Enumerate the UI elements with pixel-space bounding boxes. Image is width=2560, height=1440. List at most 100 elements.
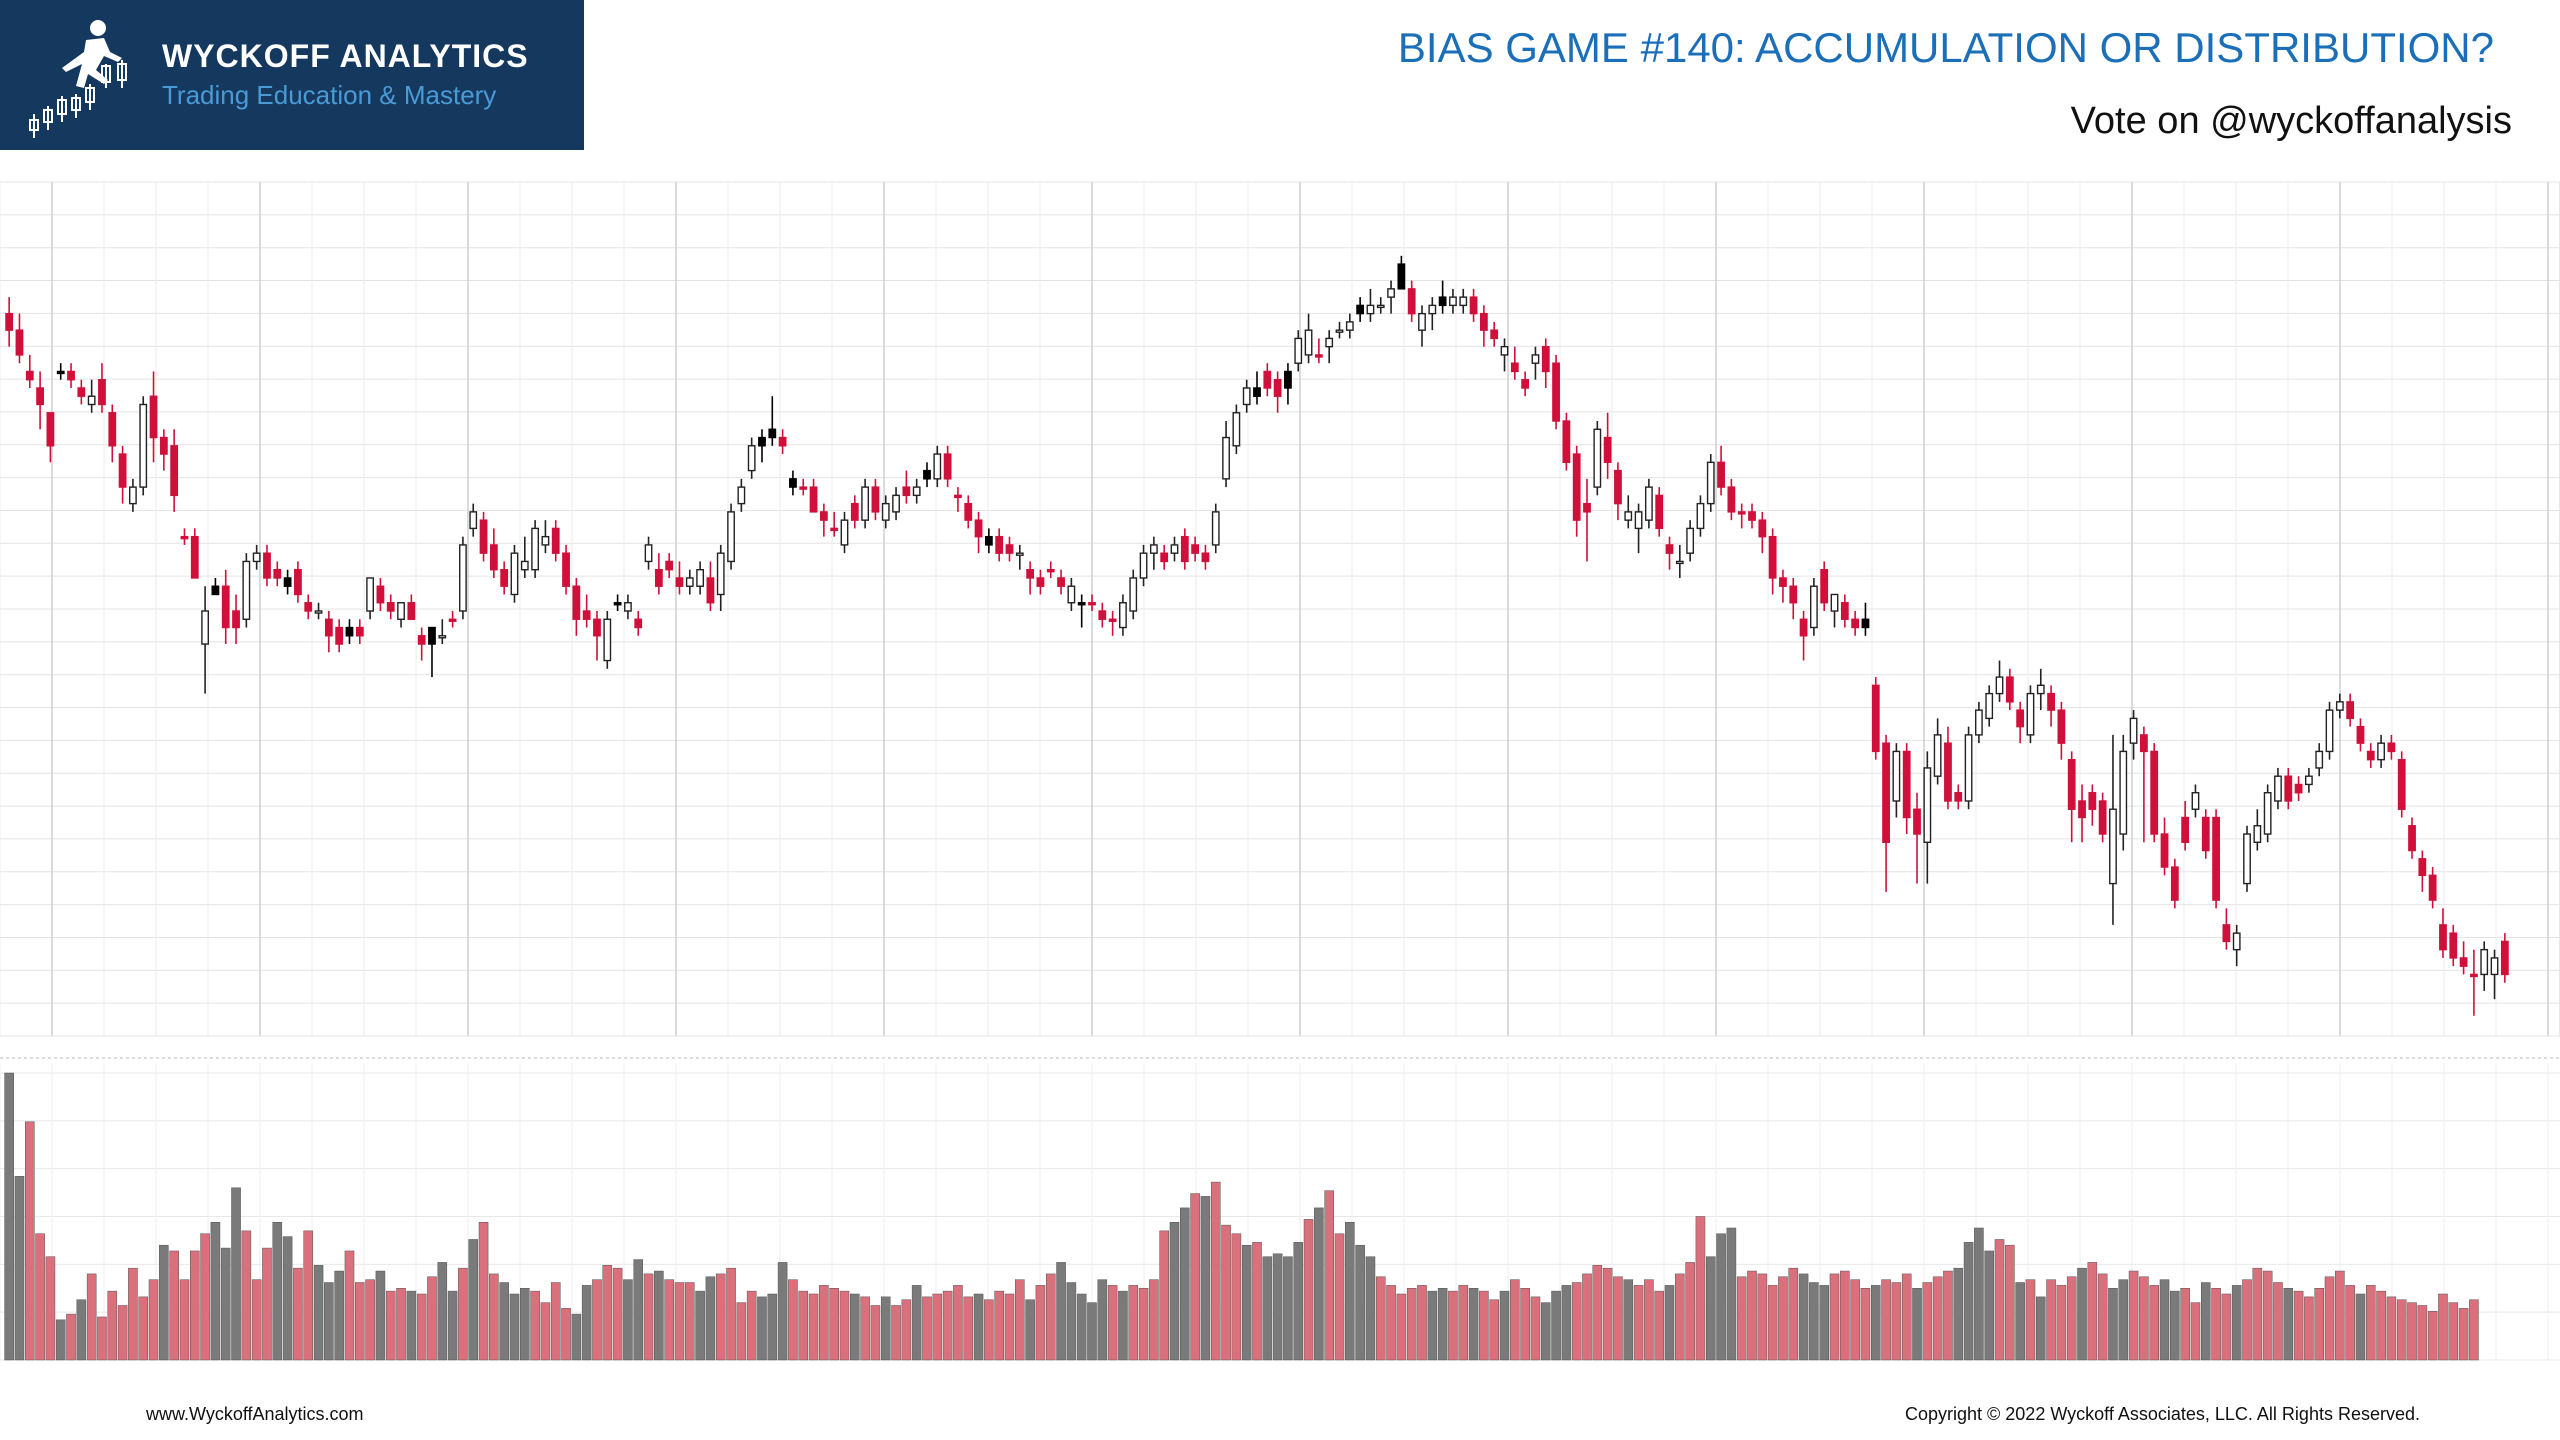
candle-body (2243, 833, 2251, 885)
volume-bar (2273, 1282, 2283, 1361)
candle-body (644, 544, 653, 563)
candle (531, 520, 540, 578)
volume-bar (1386, 1285, 1396, 1361)
candle-body (221, 585, 230, 629)
candle-body (2428, 874, 2437, 901)
candle (1191, 536, 1200, 562)
candle-body (1541, 345, 1550, 373)
volume-bar (1499, 1290, 1510, 1361)
volume-bar (437, 1262, 448, 1361)
candle (1046, 561, 1055, 578)
volume-bar (355, 1282, 365, 1361)
candle-body (1046, 569, 1055, 573)
volume-bar (1829, 1273, 1840, 1361)
candle (2346, 693, 2355, 727)
candle (1572, 445, 1581, 537)
candle-body (1809, 585, 1818, 629)
candle (1376, 297, 1385, 314)
candle-body (747, 445, 756, 472)
candle (2047, 685, 2055, 727)
volume-bar (272, 1221, 283, 1361)
volume-bar (2211, 1288, 2221, 1361)
candle (1428, 297, 1437, 331)
candle-body (1799, 618, 1808, 637)
candle (1809, 577, 1818, 636)
candle (407, 594, 416, 620)
volume-bar (282, 1236, 293, 1361)
volume-bar (1107, 1285, 1118, 1361)
volume-bar (1963, 1242, 1974, 1361)
candle (263, 544, 271, 587)
candle-body (2366, 750, 2375, 761)
candle (2160, 817, 2169, 876)
candle-body (397, 602, 405, 620)
volume-bar (1695, 1216, 1706, 1361)
volume-bar (2170, 1290, 2180, 1361)
candle-body (819, 511, 828, 521)
candle (2397, 751, 2406, 818)
candle-body (923, 469, 931, 480)
candle (2201, 809, 2210, 859)
volume-bar (220, 1247, 231, 1361)
volume-bar (128, 1267, 138, 1361)
candle (2387, 734, 2396, 760)
volume-bar (2221, 1293, 2232, 1361)
candle-body (1696, 502, 1705, 530)
candle-body (1614, 469, 1622, 505)
candle (1871, 677, 1880, 760)
candle (1717, 445, 1725, 496)
candle (190, 528, 199, 579)
footer-website[interactable]: www.WyckoffAnalytics.com (146, 1404, 364, 1424)
candle (1892, 743, 1901, 818)
volume-bar (1118, 1290, 1128, 1361)
volume-bar (1489, 1299, 1499, 1361)
candle-body (108, 412, 117, 447)
candle (345, 619, 354, 645)
volume-bar (107, 1290, 118, 1361)
volume-bar (1345, 1221, 1355, 1361)
candle (366, 577, 374, 620)
candle (1820, 561, 1829, 611)
candle-body (1521, 379, 1530, 389)
candle (1882, 734, 1890, 892)
volume-bar (1716, 1233, 1726, 1361)
candle-body (2274, 775, 2282, 802)
volume-bar (1613, 1276, 1623, 1361)
candle-body (2253, 825, 2262, 843)
candle (2232, 924, 2241, 967)
candle-body (2222, 924, 2231, 943)
candle-body (263, 552, 271, 579)
candle (149, 371, 158, 463)
candle (1077, 594, 1086, 628)
volume-bar (2056, 1285, 2067, 1361)
volume-bar (489, 1273, 499, 1361)
volume-bar (2108, 1288, 2118, 1361)
volume-bar (1056, 1262, 1066, 1361)
candle-body (1366, 304, 1375, 315)
candle (304, 594, 313, 620)
candle (459, 536, 467, 620)
volume-bar (1922, 1282, 1933, 1361)
runner-candlestick-logo-icon (29, 20, 127, 138)
volume-bar (1458, 1285, 1469, 1361)
candle-body (1222, 436, 1230, 480)
volume-bar (623, 1279, 633, 1361)
candle (159, 429, 168, 471)
volume-bar (2005, 1244, 2015, 1361)
candle-body (1314, 354, 1323, 358)
candle (469, 503, 478, 537)
candle-body (1438, 296, 1447, 307)
volume-bar (416, 1293, 427, 1361)
candle (2263, 784, 2272, 843)
candle (1294, 330, 1303, 372)
candle (1583, 478, 1591, 562)
candle-body (912, 486, 921, 497)
candle-body (2212, 816, 2220, 901)
candle (2098, 792, 2107, 843)
candle (819, 503, 828, 537)
volume-bar (1870, 1285, 1881, 1361)
candle (1335, 321, 1344, 339)
candle (2500, 933, 2509, 983)
candle-body (438, 635, 447, 639)
candle-body (1201, 552, 1210, 563)
